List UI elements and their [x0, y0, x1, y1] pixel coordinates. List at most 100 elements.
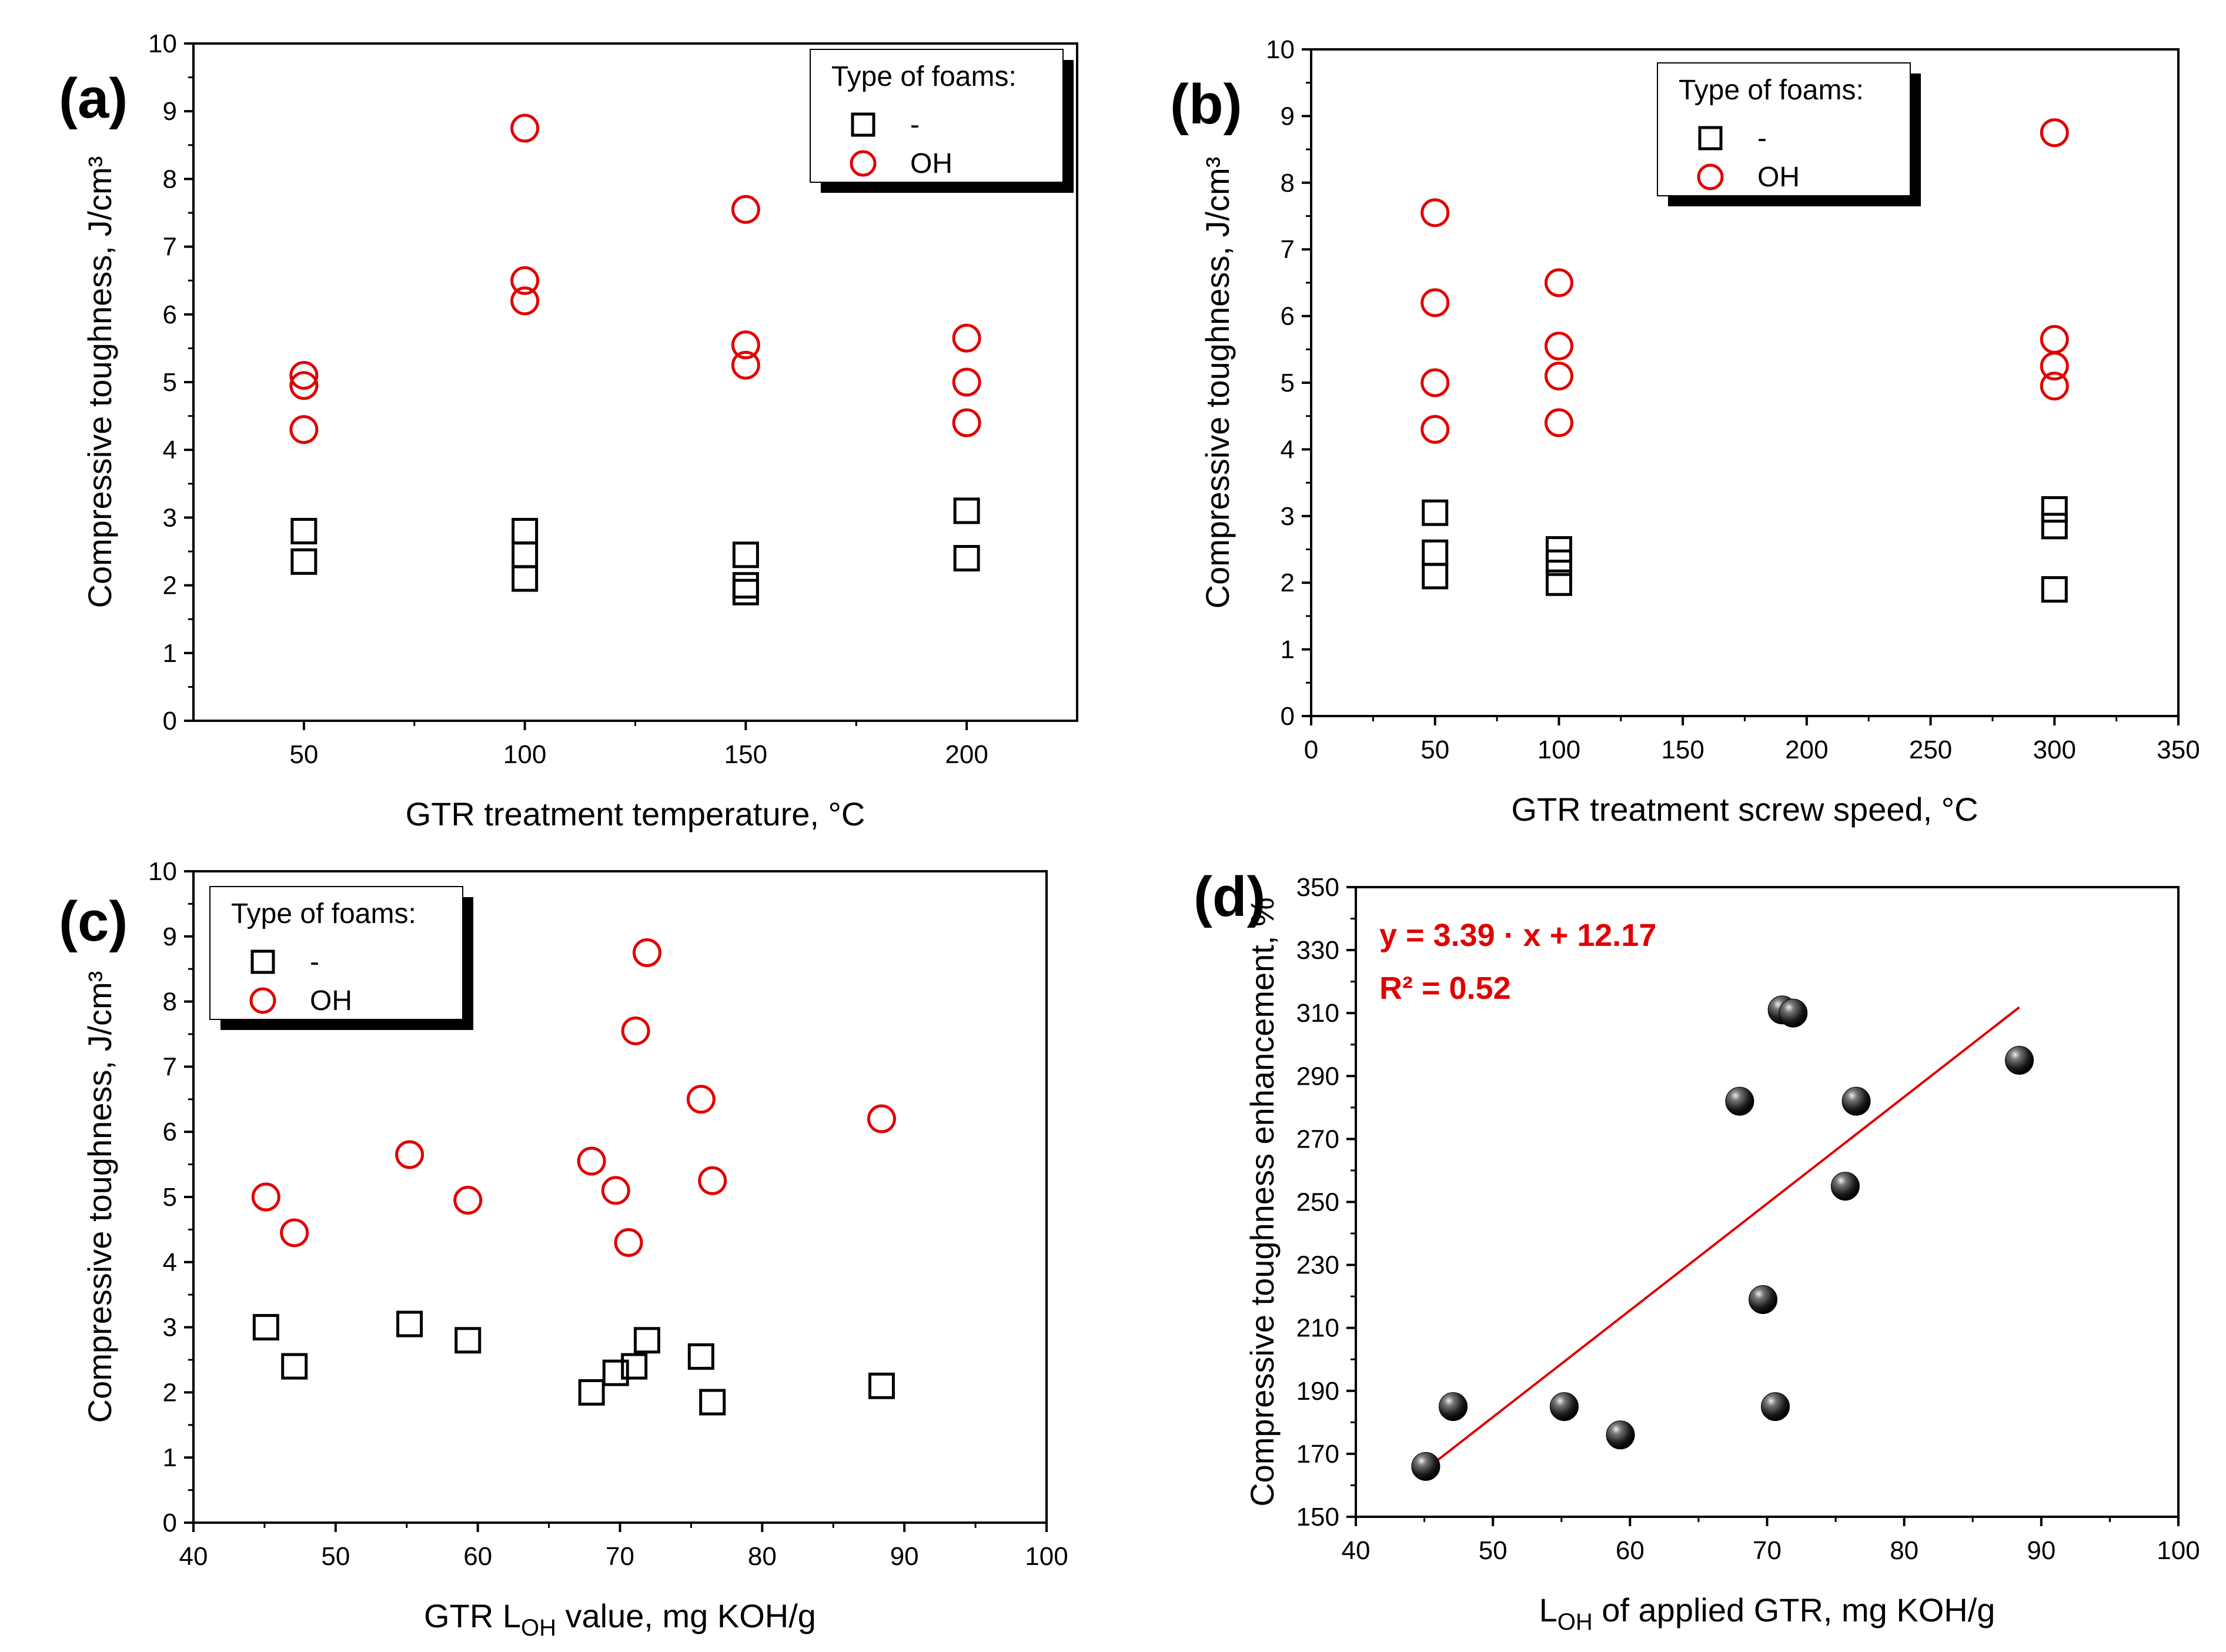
data-point-circle — [952, 367, 981, 397]
data-point-circle — [1544, 362, 1573, 391]
data-point-square — [396, 1310, 423, 1337]
data-point-sphere — [2005, 1046, 2034, 1075]
data-point-circle — [601, 1176, 630, 1205]
y-tick-label: 8 — [163, 988, 177, 1016]
data-point-square — [454, 1327, 482, 1354]
legend-marker-square — [250, 949, 275, 974]
axis-title-subscript: OH — [1557, 1609, 1593, 1635]
data-point-square — [512, 517, 539, 544]
regression-line — [1423, 1006, 2020, 1472]
y-tick-label: 2 — [1281, 568, 1295, 597]
y-axis-title: Compressive toughness, J/cm³ — [81, 971, 118, 1423]
data-point-square — [281, 1353, 308, 1380]
legend-marker-circle — [1697, 163, 1724, 190]
x-tick-label: 70 — [606, 1542, 634, 1571]
data-point-circle — [510, 286, 540, 316]
x-tick-label: 70 — [1753, 1536, 1782, 1565]
data-point-square — [290, 548, 317, 575]
legend-marker-square — [851, 112, 875, 137]
legend-label: OH — [310, 985, 352, 1016]
panel-label: (a) — [59, 67, 128, 130]
legend-label: - — [910, 109, 920, 141]
data-point-square — [868, 1372, 895, 1399]
data-point-sphere — [1439, 1392, 1468, 1422]
data-point-square — [1422, 563, 1449, 590]
x-tick-label: 50 — [1479, 1536, 1508, 1565]
y-tick-label: 7 — [163, 1052, 177, 1081]
data-point-circle — [251, 1182, 280, 1212]
data-point-square — [290, 517, 317, 544]
y-tick-label: 5 — [163, 368, 177, 397]
y-axis-title: Compressive toughness, J/cm³ — [1199, 157, 1236, 609]
y-tick-label: 0 — [163, 707, 177, 735]
legend-marker-circle — [249, 987, 276, 1014]
y-tick-label: 2 — [163, 571, 177, 600]
x-tick-label: 100 — [1538, 735, 1580, 764]
x-tick-label: 90 — [2027, 1536, 2055, 1565]
y-tick-label: 310 — [1296, 999, 1339, 1028]
y-tick-label: 6 — [163, 1118, 177, 1146]
data-point-circle — [952, 408, 981, 437]
data-point-circle — [2040, 352, 2069, 381]
legend-label: - — [1757, 123, 1767, 154]
data-point-circle — [614, 1228, 643, 1258]
data-point-square — [687, 1343, 714, 1370]
data-point-circle — [632, 938, 661, 967]
data-point-square — [953, 545, 980, 572]
legend-title: Type of foams: — [1679, 75, 1864, 106]
data-point-sphere — [1830, 1172, 1860, 1201]
axis-title-part: GTR L — [424, 1597, 521, 1634]
data-point-square — [1545, 549, 1572, 576]
legend: Type of foams: - OH — [209, 886, 473, 1030]
data-point-circle — [395, 1140, 425, 1169]
legend: Type of foams: - OH — [1657, 62, 1921, 206]
y-tick-label: 250 — [1296, 1188, 1339, 1217]
y-tick-label: 3 — [1281, 502, 1295, 531]
data-point-square — [699, 1389, 726, 1416]
panel-label: (b) — [1170, 73, 1242, 136]
data-point-circle — [731, 195, 760, 224]
y-tick-label: 7 — [1281, 235, 1295, 264]
data-point-circle — [731, 330, 760, 360]
data-point-square — [2041, 576, 2068, 603]
y-tick-label: 6 — [1281, 302, 1295, 331]
data-point-square — [1422, 539, 1449, 566]
x-tick-label: 90 — [890, 1542, 919, 1571]
data-point-square — [512, 541, 539, 568]
x-tick-label: 100 — [2157, 1536, 2200, 1565]
data-point-circle — [1544, 408, 1573, 437]
data-point-square — [732, 541, 759, 568]
data-point-square — [732, 578, 759, 606]
x-tick-label: 50 — [321, 1542, 350, 1571]
data-point-circle — [1421, 288, 1450, 317]
x-tick-label: 300 — [2033, 735, 2076, 764]
data-point-square — [1545, 536, 1572, 563]
data-point-circle — [621, 1016, 650, 1045]
data-point-circle — [289, 371, 319, 400]
legend-title: Type of foams: — [231, 898, 416, 929]
data-point-sphere — [1760, 1392, 1790, 1422]
data-point-circle — [1421, 368, 1450, 397]
x-tick-label: 250 — [1909, 735, 1952, 764]
y-tick-label: 270 — [1296, 1125, 1339, 1153]
x-tick-label: 50 — [1421, 735, 1449, 764]
y-tick-label: 10 — [148, 857, 177, 886]
y-tick-label: 190 — [1296, 1377, 1339, 1406]
data-point-sphere — [1606, 1420, 1635, 1450]
legend-marker-square — [1698, 126, 1723, 151]
axis-title-part: value, mg KOH/g — [556, 1597, 816, 1634]
y-tick-label: 1 — [163, 1443, 177, 1472]
data-point-sphere — [1725, 1086, 1754, 1116]
data-point-circle — [510, 113, 540, 143]
data-point-circle — [453, 1186, 483, 1215]
x-tick-label: 200 — [945, 740, 988, 769]
x-tick-label: 60 — [1616, 1536, 1645, 1565]
y-tick-label: 170 — [1296, 1440, 1339, 1469]
data-point-circle — [510, 266, 540, 295]
y-tick-label: 5 — [163, 1183, 177, 1212]
x-tick-label: 80 — [1890, 1536, 1918, 1565]
y-tick-label: 7 — [163, 233, 177, 262]
x-axis-title: GTR LOH value, mg KOH/g — [424, 1597, 816, 1641]
